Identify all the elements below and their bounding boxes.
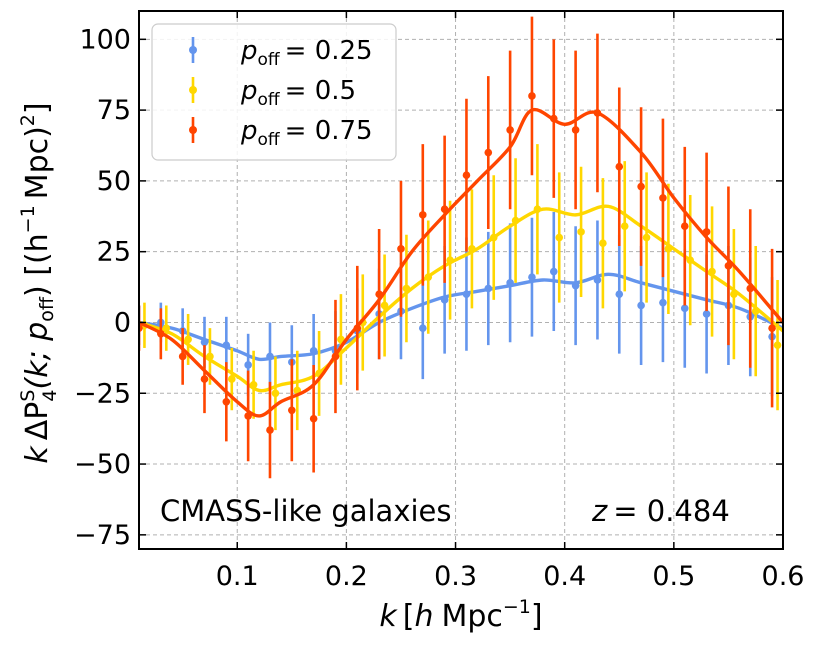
legend-label: poff = 0.25 bbox=[240, 36, 373, 70]
data-point bbox=[528, 273, 536, 281]
data-point bbox=[659, 298, 667, 307]
legend-label: poff = 0.75 bbox=[240, 116, 373, 150]
data-point bbox=[768, 324, 776, 332]
data-point bbox=[244, 361, 252, 369]
data-point bbox=[506, 126, 514, 134]
model-line bbox=[139, 107, 783, 418]
data-point bbox=[418, 324, 427, 332]
data-point bbox=[577, 228, 585, 236]
x-axis-label-h: h bbox=[414, 599, 433, 634]
data-point bbox=[637, 182, 645, 191]
x-axis-label-open: [ bbox=[403, 599, 415, 634]
data-point bbox=[484, 148, 493, 157]
data-point bbox=[462, 171, 471, 180]
y-axis-label: k ΔPS4(k; poff) [(h−1 Mpc)2] bbox=[17, 102, 61, 463]
data-point bbox=[620, 222, 629, 230]
data-point bbox=[680, 304, 689, 313]
data-point bbox=[178, 352, 187, 361]
x-axis-label-mpc: Mpc bbox=[441, 599, 502, 634]
annotation-redshift-symbol: z bbox=[591, 494, 608, 528]
y-tick-label: 75 bbox=[97, 95, 131, 126]
legend-marker-dot bbox=[189, 126, 197, 134]
data-point bbox=[227, 375, 236, 383]
annotation-redshift: z = 0.484 bbox=[591, 494, 730, 528]
data-point bbox=[615, 290, 624, 298]
data-point bbox=[200, 375, 209, 383]
model-line bbox=[139, 272, 783, 362]
y-axis-label-k: k bbox=[20, 445, 55, 464]
y-tick-label: −50 bbox=[74, 449, 131, 480]
y-axis-label-mpc: Mpc) bbox=[20, 126, 55, 199]
y-axis-label-delta: ΔP bbox=[20, 402, 55, 441]
y-tick-label: 25 bbox=[97, 237, 131, 268]
ticks: 0.1 0.2 0.3 0.4 0.5 0.6 −75 −50 −25 0 25 50 75 100 bbox=[74, 11, 804, 592]
data-point bbox=[773, 341, 782, 349]
data-point bbox=[397, 245, 405, 253]
legend: poff = 0.25 poff = 0.5 poff = 0.75 bbox=[151, 23, 397, 161]
y-axis-label-args: (k; p bbox=[20, 322, 55, 390]
x-axis-label-k: k bbox=[379, 599, 398, 634]
data-point bbox=[680, 222, 689, 230]
x-axis-label-close: ] bbox=[531, 599, 543, 634]
data-point bbox=[615, 162, 624, 171]
grid bbox=[139, 11, 784, 549]
y-tick-label: −75 bbox=[74, 520, 131, 551]
series-layer bbox=[139, 16, 783, 479]
x-axis-label: k [h Mpc−1] bbox=[379, 596, 542, 634]
x-tick-label: 0.5 bbox=[652, 561, 695, 592]
series-2 bbox=[139, 144, 783, 431]
x-tick-label: 0.4 bbox=[543, 561, 586, 592]
y-tick-label: 50 bbox=[97, 166, 131, 197]
y-axis-label-close: ] bbox=[20, 102, 55, 114]
data-point bbox=[702, 310, 711, 318]
data-point bbox=[659, 194, 667, 202]
legend-box bbox=[151, 23, 397, 161]
x-tick-label: 0.6 bbox=[762, 561, 805, 592]
model-line bbox=[139, 204, 783, 393]
data-point bbox=[266, 426, 274, 434]
annotation-redshift-value: = 0.484 bbox=[613, 494, 730, 528]
x-tick-label: 0.2 bbox=[325, 561, 368, 592]
y-axis-label-off: off bbox=[36, 296, 58, 322]
data-point bbox=[549, 267, 558, 276]
data-point bbox=[337, 335, 345, 344]
y-tick-label: 100 bbox=[79, 24, 131, 55]
y-tick-label: 0 bbox=[114, 307, 131, 338]
y-tick-label: −25 bbox=[74, 378, 131, 409]
legend-marker-dot bbox=[189, 46, 197, 54]
data-point bbox=[271, 389, 280, 398]
data-point bbox=[555, 233, 564, 242]
x-tick-label: 0.1 bbox=[216, 561, 259, 592]
plot-frame bbox=[138, 10, 784, 550]
legend-label: poff = 0.5 bbox=[240, 76, 356, 110]
y-axis-label-exp2: 2 bbox=[17, 114, 39, 126]
y-axis-label-exp: −1 bbox=[17, 205, 39, 233]
data-point bbox=[571, 126, 580, 134]
data-point bbox=[380, 301, 389, 310]
data-point bbox=[528, 92, 536, 100]
x-tick-label: 0.3 bbox=[434, 561, 477, 592]
annotation-sample: CMASS-like galaxies bbox=[160, 494, 452, 528]
data-point bbox=[222, 397, 231, 406]
data-point bbox=[637, 301, 645, 310]
y-axis-label-sup: S bbox=[17, 390, 39, 402]
data-point bbox=[642, 233, 651, 242]
data-point bbox=[418, 211, 427, 219]
data-point bbox=[599, 239, 607, 247]
x-axis-label-exp: −1 bbox=[503, 596, 531, 618]
legend-marker-dot bbox=[189, 86, 197, 94]
y-axis-label-sub: 4 bbox=[39, 389, 61, 401]
data-point bbox=[288, 406, 296, 415]
data-point bbox=[309, 414, 318, 423]
y-axis-label-rest: ) [(h bbox=[20, 233, 55, 297]
series-3 bbox=[139, 16, 783, 479]
